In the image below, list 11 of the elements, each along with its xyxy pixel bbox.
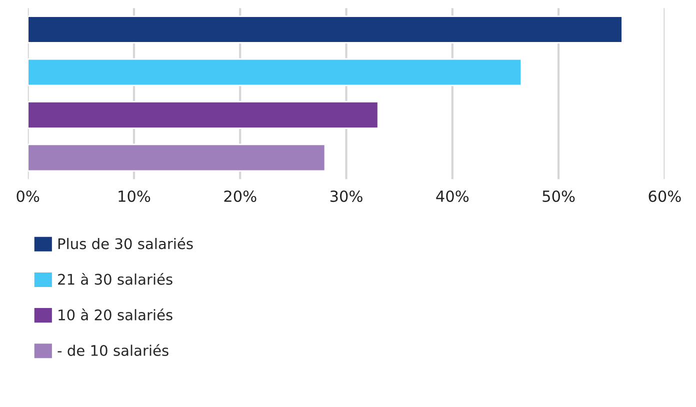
legend-label: - de 10 salariés <box>58 344 168 356</box>
x-tick-label: 20% <box>224 190 256 202</box>
x-tick-label: 60% <box>648 190 681 202</box>
x-tick-label: 40% <box>436 190 469 202</box>
legend-label: 21 à 30 salariés <box>58 272 172 285</box>
legend-label: Plus de 30 salariés <box>58 237 193 250</box>
x-tick-label: 0% <box>16 190 40 202</box>
x-tick-label: 10% <box>118 190 150 202</box>
legend-label: 10 à 20 salariés <box>58 308 172 320</box>
x-tick-label: 50% <box>542 190 575 202</box>
x-tick-label: 30% <box>330 190 362 202</box>
